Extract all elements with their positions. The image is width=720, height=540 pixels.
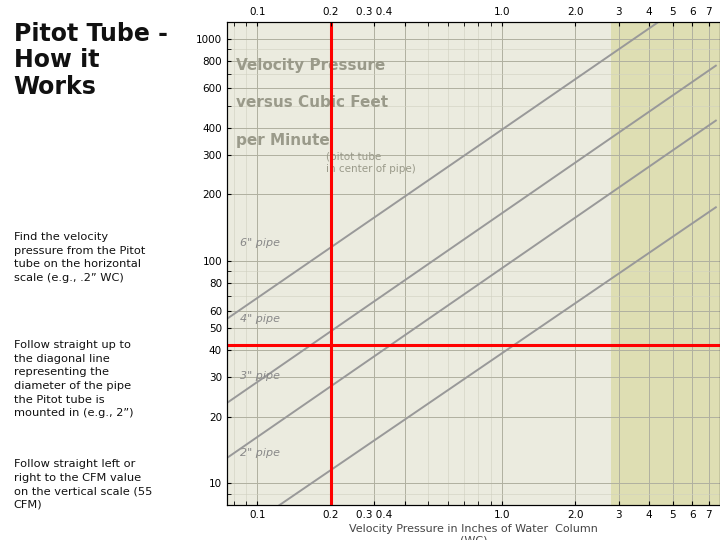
Text: Velocity Pressure: Velocity Pressure (236, 58, 385, 73)
Text: (pitot tube
in center of pipe): (pitot tube in center of pipe) (325, 152, 415, 174)
Text: Find the velocity
pressure from the Pitot
tube on the horizontal
scale (e.g., .2: Find the velocity pressure from the Pito… (14, 232, 145, 283)
Text: per Minute: per Minute (236, 132, 330, 147)
Text: versus Cubic Feet: versus Cubic Feet (236, 95, 388, 110)
Text: Follow straight up to
the diagonal line
representing the
diameter of the pipe
th: Follow straight up to the diagonal line … (14, 340, 133, 418)
Text: 2" pipe: 2" pipe (240, 448, 280, 458)
Text: 4" pipe: 4" pipe (240, 314, 280, 325)
X-axis label: Velocity Pressure in Inches of Water  Column
(WC): Velocity Pressure in Inches of Water Col… (349, 524, 598, 540)
Text: 6" pipe: 6" pipe (240, 238, 280, 248)
Text: cfm: cfm (204, 0, 228, 2)
Text: Follow straight left or
right to the CFM value
on the vertical scale (55
CFM): Follow straight left or right to the CFM… (14, 459, 152, 510)
Bar (611, 22, 720, 505)
Text: Pitot Tube -
How it
Works: Pitot Tube - How it Works (14, 22, 168, 99)
Text: 3" pipe: 3" pipe (240, 370, 280, 381)
